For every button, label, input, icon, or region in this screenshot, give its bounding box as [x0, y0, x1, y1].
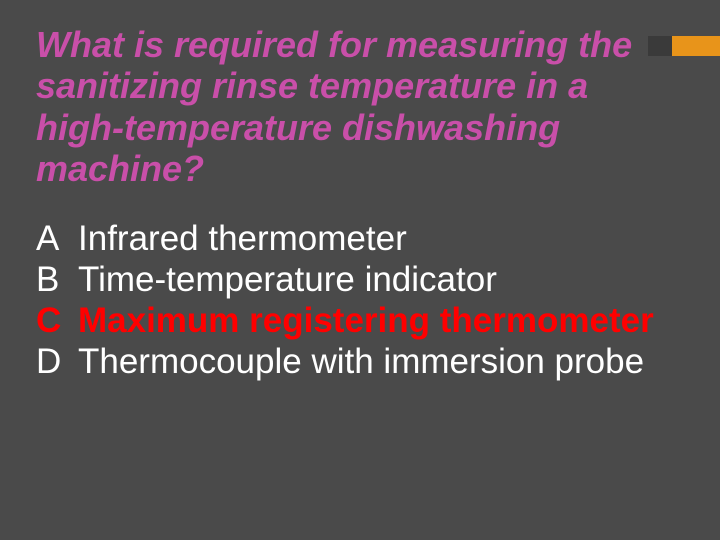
answer-letter: C — [36, 300, 78, 341]
answer-row: BTime-temperature indicator — [36, 259, 684, 300]
answer-letter: D — [36, 341, 78, 382]
slide: What is required for measuring the sanit… — [0, 0, 720, 540]
accent-bar-dark — [648, 36, 672, 56]
answer-letter: A — [36, 218, 78, 259]
answers-list: AInfrared thermometerBTime-temperature i… — [36, 218, 684, 383]
question-text: What is required for measuring the sanit… — [36, 24, 684, 190]
answer-letter: B — [36, 259, 78, 300]
answer-text: Infrared thermometer — [78, 218, 684, 259]
answer-row: DThermocouple with immersion probe — [36, 341, 684, 382]
answer-text: Maximum registering thermometer — [78, 300, 684, 341]
answer-row: AInfrared thermometer — [36, 218, 684, 259]
answer-row: CMaximum registering thermometer — [36, 300, 684, 341]
accent-bar — [648, 36, 720, 56]
accent-bar-orange — [672, 36, 720, 56]
answer-text: Thermocouple with immersion probe — [78, 341, 684, 382]
answer-text: Time-temperature indicator — [78, 259, 684, 300]
